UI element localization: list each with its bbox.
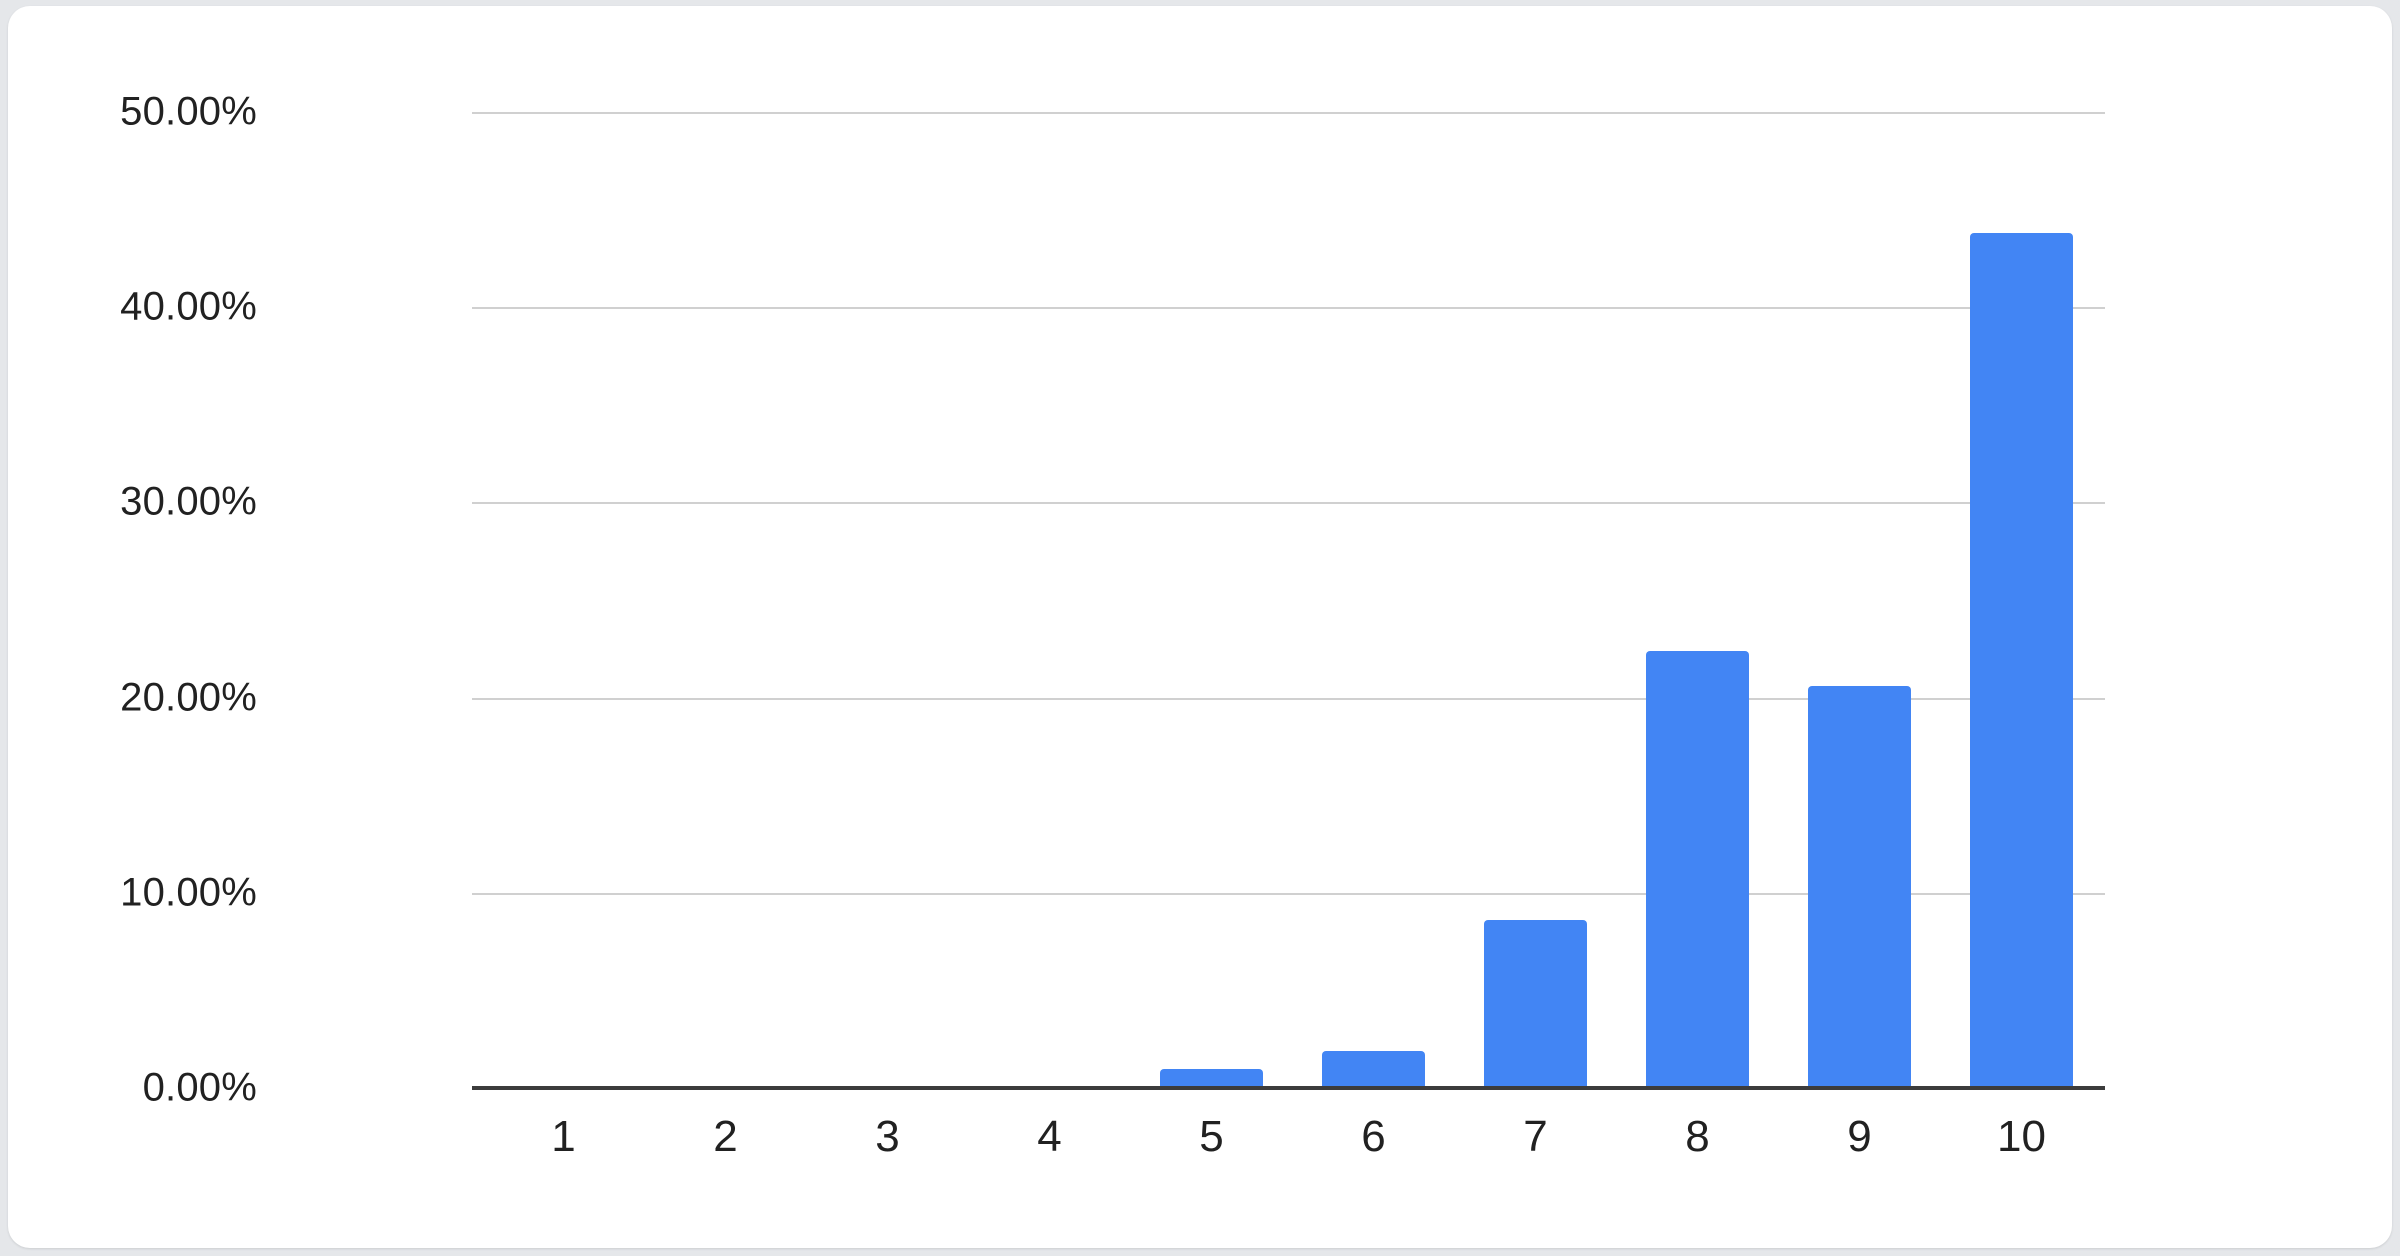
x-tick-label-10: 10 — [1997, 1112, 2046, 1161]
x-axis-baseline — [472, 1086, 2105, 1090]
bar-8[interactable] — [1646, 651, 1749, 1088]
y-axis-labels: 50.00% 40.00% 30.00% 20.00% 10.00% 0.00% — [8, 6, 2392, 1248]
x-tick-label-7: 7 — [1523, 1112, 1548, 1161]
x-tick-label-6: 6 — [1361, 1112, 1386, 1161]
bar-9[interactable] — [1808, 686, 1911, 1088]
x-axis-line-group — [8, 6, 2392, 1248]
x-tick-label-4: 4 — [1037, 1112, 1062, 1161]
gridline-20 — [472, 697, 2105, 700]
y-tick-label-50: 50.00% — [120, 89, 257, 134]
chart-card: 50.00% 40.00% 30.00% 20.00% 10.00% 0.00% — [8, 6, 2392, 1248]
bar-5[interactable] — [1160, 1069, 1263, 1088]
x-tick-label-8: 8 — [1685, 1112, 1710, 1161]
gridline-50 — [472, 112, 2105, 114]
gridline-30 — [472, 502, 2105, 505]
y-tick-label-10: 10.00% — [120, 870, 257, 915]
bar-10[interactable] — [1970, 233, 2073, 1088]
x-tick-label-3: 3 — [875, 1112, 900, 1161]
bar-6[interactable] — [1322, 1051, 1425, 1088]
x-tick-label-5: 5 — [1199, 1112, 1224, 1161]
gridline-40 — [472, 307, 2105, 310]
gridline-10 — [472, 892, 2105, 895]
y-tick-label-30: 30.00% — [120, 479, 257, 524]
bars-group — [8, 6, 2392, 1248]
gridlines-group — [8, 6, 2392, 1248]
x-tick-label-1: 1 — [551, 1112, 576, 1161]
y-tick-label-40: 40.00% — [120, 284, 257, 329]
bar-7[interactable] — [1484, 920, 1587, 1088]
x-axis-labels: 1 2 3 4 5 6 7 8 9 10 — [8, 6, 2392, 1248]
y-tick-label-20: 20.00% — [120, 675, 257, 720]
y-tick-label-0: 0.00% — [142, 1065, 257, 1110]
bar-chart-plot: 50.00% 40.00% 30.00% 20.00% 10.00% 0.00% — [8, 6, 2392, 1248]
x-tick-label-9: 9 — [1847, 1112, 1872, 1161]
x-tick-label-2: 2 — [713, 1112, 738, 1161]
